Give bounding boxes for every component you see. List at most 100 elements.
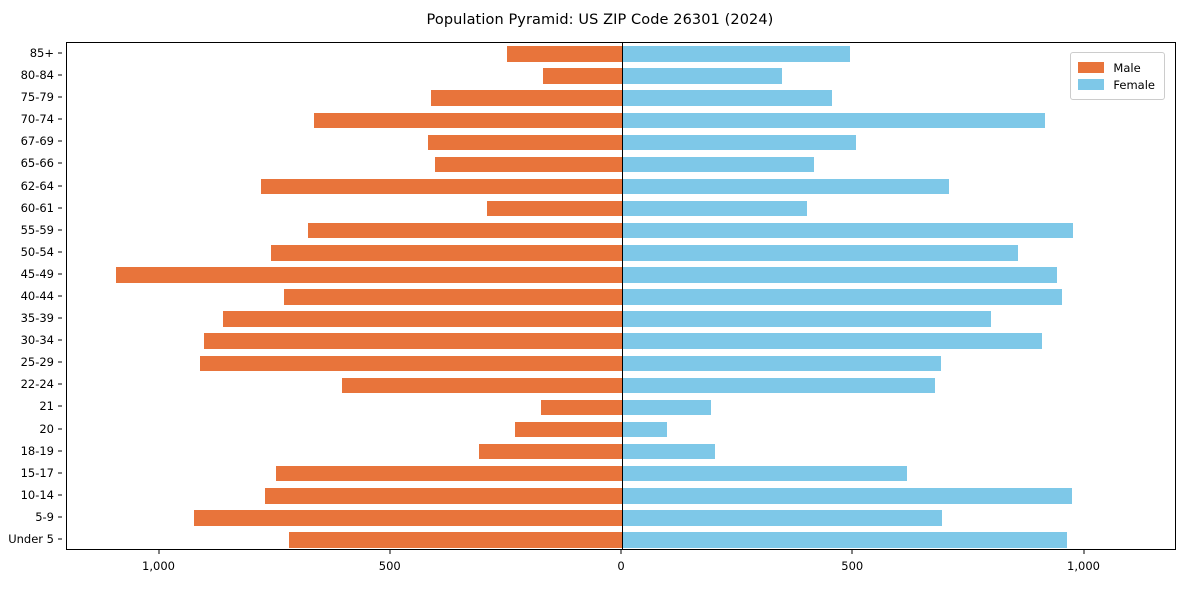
y-tick-label: 65-66 — [20, 156, 54, 171]
bar-row — [67, 178, 1175, 195]
bar-row — [67, 421, 1175, 438]
legend-swatch-icon — [1078, 62, 1105, 73]
bar-row — [67, 267, 1175, 283]
y-tick-label: 5-9 — [35, 509, 54, 524]
y-tick-label: 30-34 — [20, 333, 54, 348]
y-axis: 85+ 80-84 75-79 70-74 67-69 65-66 62-64 60-61 55… — [0, 42, 62, 550]
x-tick-label: 500 — [841, 559, 864, 573]
bar-male — [289, 532, 622, 548]
bar-female — [622, 134, 857, 151]
y-tick-mark — [58, 207, 62, 209]
y-tick-label: Under 5 — [8, 531, 54, 546]
y-tick-label: 20 — [39, 421, 54, 436]
bar-row — [67, 112, 1175, 129]
y-tick-mark — [58, 516, 62, 518]
x-axis: 1,000 500 0 500 1,000 — [66, 550, 1176, 586]
y-tick-mark — [58, 450, 62, 452]
bar-male — [314, 112, 622, 129]
bar-male — [479, 443, 622, 460]
bar-female — [622, 311, 991, 327]
bar-male — [199, 355, 622, 371]
y-tick-mark — [58, 96, 62, 98]
legend-swatch-icon — [1078, 79, 1105, 90]
legend: Male Female — [1070, 52, 1165, 100]
bar-female — [622, 156, 814, 173]
bar-row — [67, 289, 1175, 305]
bar-row — [67, 355, 1175, 371]
legend-entry: Female — [1078, 76, 1155, 93]
bar-row — [67, 200, 1175, 217]
bar-female — [622, 90, 833, 106]
y-tick-mark — [58, 538, 62, 540]
bar-female — [622, 68, 783, 84]
bar-row — [67, 245, 1175, 261]
bar-row — [67, 488, 1175, 504]
chart-title: Population Pyramid: US ZIP Code 26301 (2… — [426, 12, 774, 28]
bar-male — [116, 267, 622, 283]
bar-row — [67, 377, 1175, 394]
bar-male — [264, 488, 622, 504]
y-tick-label: 40-44 — [20, 289, 54, 303]
legend-label: Male — [1113, 60, 1141, 75]
y-tick-mark — [58, 229, 62, 231]
bar-row — [67, 399, 1175, 416]
bar-male — [223, 311, 622, 327]
y-tick-mark — [58, 52, 62, 54]
bar-row — [67, 443, 1175, 460]
bar-row — [67, 311, 1175, 327]
bar-male — [270, 245, 622, 261]
bar-male — [542, 68, 622, 84]
y-tick-mark — [58, 361, 62, 363]
y-tick-mark — [58, 273, 62, 275]
y-tick-label: 62-64 — [20, 178, 54, 193]
y-tick-label: 85+ — [29, 46, 54, 61]
bar-row — [67, 68, 1175, 84]
bar-row — [67, 223, 1175, 239]
y-tick-label: 75-79 — [20, 90, 54, 105]
y-tick-mark — [58, 317, 62, 319]
bar-row — [67, 156, 1175, 173]
bar-male — [514, 421, 622, 438]
plot-area: Male Female — [66, 42, 1176, 550]
bar-male — [434, 156, 622, 173]
y-tick-label: 22-24 — [20, 377, 54, 392]
legend-entry: Male — [1078, 59, 1155, 76]
y-tick-label: 60-61 — [20, 200, 54, 215]
x-tick-mark — [851, 550, 853, 554]
x-tick-label: 0 — [617, 559, 625, 573]
bar-female — [622, 200, 807, 217]
x-tick-label: 1,000 — [1067, 559, 1100, 573]
bar-female — [622, 245, 1018, 261]
y-tick-label: 80-84 — [20, 68, 54, 83]
y-tick-mark — [58, 74, 62, 76]
bar-female — [622, 289, 1062, 305]
bar-male — [204, 333, 622, 349]
bar-row — [67, 46, 1175, 62]
bar-row — [67, 333, 1175, 349]
bar-male — [430, 90, 622, 106]
bar-female — [622, 112, 1046, 129]
y-tick-label: 10-14 — [20, 487, 54, 502]
bar-male — [541, 399, 622, 416]
bar-female — [622, 421, 668, 438]
bar-female — [622, 532, 1067, 548]
y-tick-label: 35-39 — [20, 311, 54, 326]
y-tick-mark — [58, 339, 62, 341]
bar-female — [622, 355, 941, 371]
zero-axis-line — [622, 43, 624, 549]
x-tick-mark — [158, 550, 159, 554]
y-tick-mark — [58, 472, 62, 474]
bar-female — [622, 443, 715, 460]
y-tick-label: 21 — [39, 399, 54, 414]
bar-row — [67, 532, 1175, 548]
bar-row — [67, 134, 1175, 151]
y-tick-mark — [58, 494, 62, 496]
legend-label: Female — [1113, 77, 1155, 92]
bar-row — [67, 510, 1175, 526]
y-tick-label: 50-54 — [20, 244, 54, 259]
bar-male — [261, 178, 622, 195]
y-tick-mark — [58, 383, 62, 385]
bar-female — [622, 488, 1072, 504]
y-tick-label: 67-69 — [20, 134, 54, 149]
